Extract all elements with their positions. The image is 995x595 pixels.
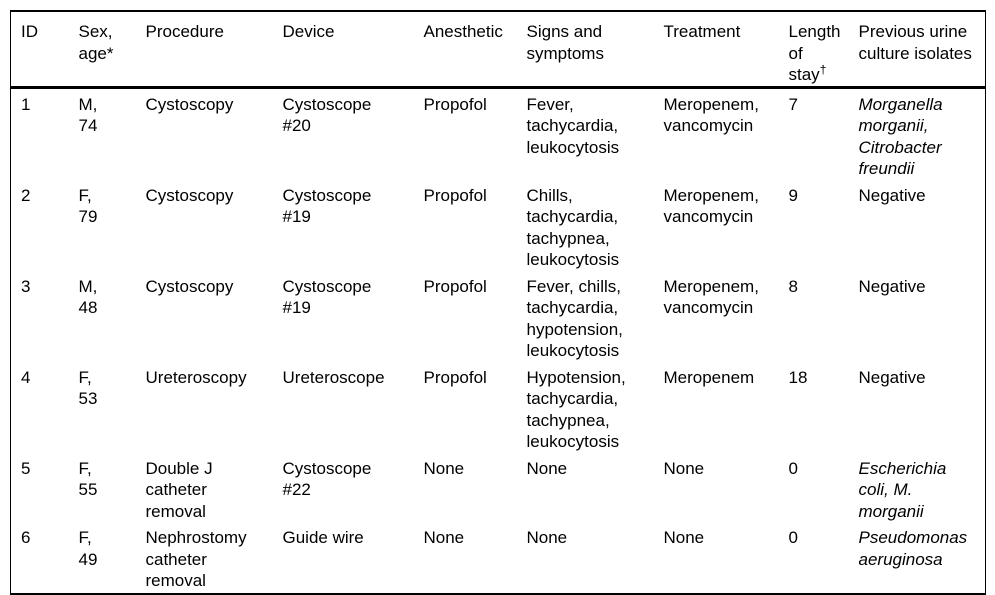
table-cell: None <box>663 458 705 478</box>
column-header: Anesthetic <box>423 22 503 41</box>
table-cell: None <box>526 528 568 547</box>
column-header: Length of stay† <box>788 22 841 84</box>
column-header: ID <box>21 22 38 41</box>
column-header: Treatment <box>663 22 741 41</box>
table-cell: Pseudomonas aeruginosa <box>858 528 968 569</box>
table-cell: Propofol <box>423 276 487 296</box>
table-cell: Chills, tachycardia, tachypnea, leukocyt… <box>526 185 620 270</box>
table-cell: Cystoscopy <box>145 94 234 114</box>
table-cell: 2 <box>21 185 31 205</box>
table-cell: M, 48 <box>78 276 98 318</box>
table-body: 1 M, 74 Cystoscopy Cystoscope #20 Propofol Fe… <box>11 87 986 594</box>
table-cell: Cystoscope #22 <box>282 458 372 500</box>
column-header: Sex, age* <box>78 22 114 63</box>
column-header: Signs and symptoms <box>526 22 604 63</box>
table-cell: Hypotension, tachycardia, tachypnea, leu… <box>526 367 626 452</box>
table-cell: None <box>526 458 568 478</box>
table-cell: 5 <box>21 458 31 478</box>
table-cell: Ureteroscope <box>282 367 385 387</box>
table-cell: Meropenem, vancomycin <box>663 276 759 318</box>
table-cell: Cystoscope #19 <box>282 276 372 318</box>
column-header: Procedure <box>145 22 224 41</box>
table-cell: Ureteroscopy <box>145 367 247 387</box>
column-header: Device <box>282 22 335 41</box>
table-cell: Guide wire <box>282 528 364 547</box>
table-cell: 6 <box>21 528 31 547</box>
table-cell: F, 79 <box>78 185 98 227</box>
table-cell: Escherichia coli, M. morganii <box>858 458 947 521</box>
table-row: 5 F, 55 Double J catheter removal Cystoscop… <box>11 453 986 523</box>
table-cell: 18 <box>788 367 808 387</box>
table-cell: Cystoscopy <box>145 276 234 296</box>
table-cell: Negative <box>858 276 926 296</box>
table-cell: Propofol <box>423 94 487 114</box>
table-cell: 4 <box>21 367 31 387</box>
footnote-marker: † <box>819 62 827 77</box>
table-cell: Fever, chills, tachycardia, hypotension,… <box>526 276 623 361</box>
table-cell: 7 <box>788 94 798 114</box>
table-cell: None <box>423 528 465 547</box>
table-cell: Meropenem, vancomycin <box>663 94 759 136</box>
table-cell: Cystoscope #20 <box>282 94 372 136</box>
table-cell: Morganella morganii, Citrobacter freundi… <box>858 94 943 179</box>
table-cell: Negative <box>858 185 926 205</box>
table-cell: F, 55 <box>78 458 98 500</box>
table-cell: Propofol <box>423 185 487 205</box>
case-table: ID Sex, age* Procedure Device Anesthetic Sign… <box>10 10 986 595</box>
table-header-row: ID Sex, age* Procedure Device Anesthetic Sign… <box>10 11 986 87</box>
table-cell: Fever, tachycardia, leukocytosis <box>526 94 620 157</box>
table-row: 2 F, 79 Cystoscopy Cystoscope #19 Propofol Ch… <box>11 180 986 271</box>
table-cell: 0 <box>788 458 798 478</box>
table-cell: 9 <box>788 185 798 205</box>
table-cell: None <box>663 528 705 547</box>
table-cell: Cystoscopy <box>145 185 234 205</box>
table-cell: Propofol <box>423 367 487 387</box>
table-cell: Double J catheter removal <box>145 458 213 521</box>
table-cell: M, 74 <box>78 94 98 136</box>
table-cell: Meropenem <box>663 367 755 387</box>
table-row: 4 F, 53 Ureteroscopy Ureteroscope Propofol Hy… <box>11 362 986 453</box>
table-row: 6 F, 49 Nephrostomy catheter removal Guide … <box>11 522 986 594</box>
table-cell: Nephrostomy catheter removal <box>145 528 247 590</box>
table-cell: F, 49 <box>78 528 98 569</box>
table-cell: Cystoscope #19 <box>282 185 372 227</box>
column-header: Previous urine culture isolates <box>858 22 972 63</box>
table-cell: 1 <box>21 94 31 114</box>
page-canvas: ID Sex, age* Procedure Device Anesthetic Sign… <box>10 10 986 595</box>
table-cell: None <box>423 458 465 478</box>
table-cell: 3 <box>21 276 31 296</box>
table-head: ID Sex, age* Procedure Device Anesthetic Sign… <box>10 11 986 87</box>
table-cell: 8 <box>788 276 798 296</box>
table-row: 1 M, 74 Cystoscopy Cystoscope #20 Propofol Fe… <box>11 87 986 180</box>
table-cell: Negative <box>858 367 926 387</box>
table-cell: F, 53 <box>78 367 98 409</box>
table-row: 3 M, 48 Cystoscopy Cystoscope #19 Propofol Fe… <box>11 271 986 362</box>
table-cell: 0 <box>788 528 798 547</box>
table-cell: Meropenem, vancomycin <box>663 185 759 227</box>
